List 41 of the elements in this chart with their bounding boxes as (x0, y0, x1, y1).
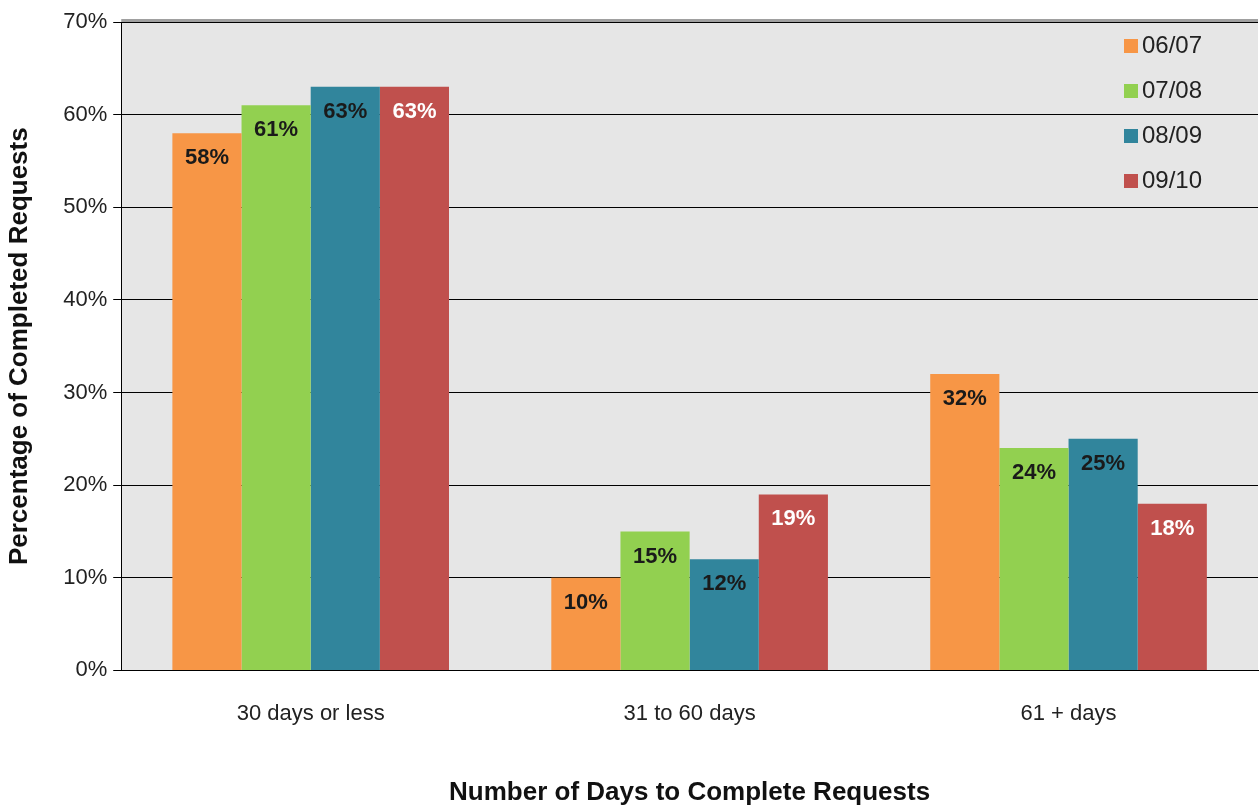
bar (689, 559, 759, 670)
bar (930, 373, 1000, 670)
data-label: 32% (942, 385, 987, 411)
data-label: 24% (1011, 459, 1056, 485)
bar (1137, 503, 1207, 670)
data-label: 12% (702, 570, 747, 596)
x-tick-label: 30 days or less (236, 699, 385, 725)
legend-label: 07/08 (1142, 75, 1203, 103)
y-tick-label: 50% (63, 193, 108, 219)
bar (241, 105, 311, 670)
data-label: 18% (1150, 514, 1195, 540)
legend-label: 06/07 (1142, 30, 1203, 58)
data-label: 63% (323, 97, 368, 123)
x-axis-title: Number of Days to Complete Requests (449, 775, 931, 806)
bar (758, 494, 828, 670)
y-axis-title: Percentage of Completed Requests (2, 127, 33, 566)
y-tick-label: 20% (63, 471, 108, 497)
legend-label: 08/09 (1142, 120, 1203, 148)
data-label: 58% (184, 144, 229, 170)
data-label: 25% (1081, 449, 1126, 475)
bar (172, 133, 242, 670)
bar (999, 448, 1069, 670)
bar (551, 577, 621, 670)
y-tick-label: 40% (63, 285, 108, 311)
bar (310, 86, 380, 670)
y-tick-label: 70% (63, 8, 108, 34)
y-tick-label: 10% (63, 563, 108, 589)
data-label: 15% (633, 542, 678, 568)
data-label: 61% (254, 116, 299, 142)
y-tick-label: 60% (63, 100, 108, 126)
y-tick-label: 30% (63, 378, 108, 404)
bar (379, 86, 449, 670)
y-tick-label: 0% (75, 656, 108, 682)
bar (620, 531, 690, 670)
bar (1068, 438, 1138, 670)
legend-label: 09/10 (1142, 165, 1203, 193)
data-label: 63% (392, 97, 437, 123)
x-tick-label: 31 to 60 days (623, 699, 756, 725)
x-tick-label: 61 + days (1020, 699, 1117, 725)
data-label: 10% (563, 588, 608, 614)
data-label: 19% (771, 505, 816, 531)
